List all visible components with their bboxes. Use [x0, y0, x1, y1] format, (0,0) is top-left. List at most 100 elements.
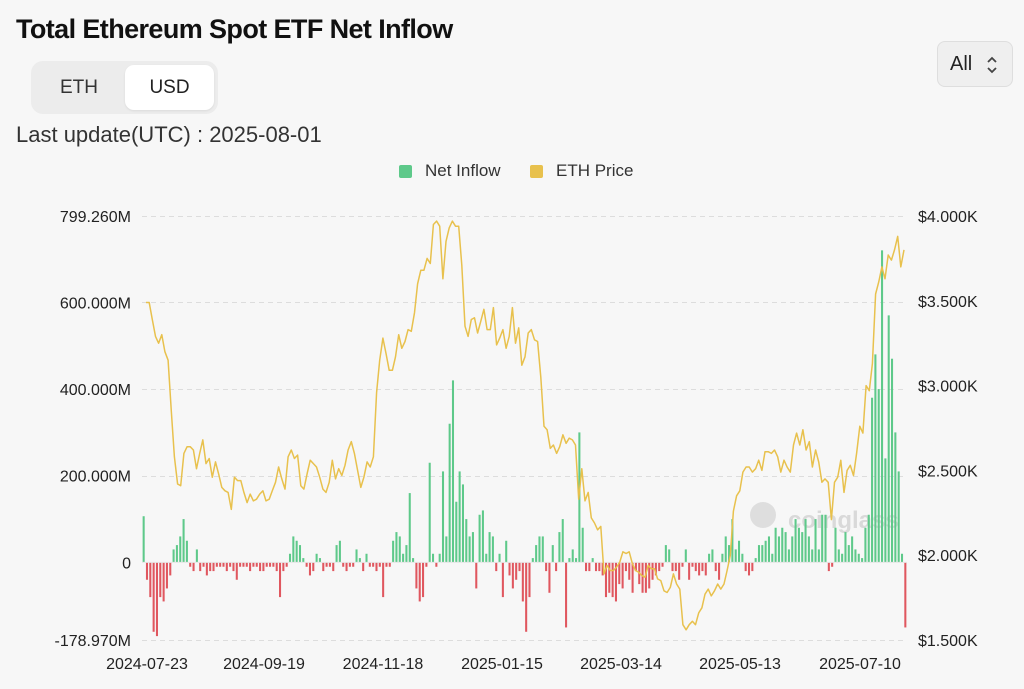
page-title: Total Ethereum Spot ETF Net Inflow	[16, 14, 453, 44]
y-left-tick-label: 0	[122, 555, 131, 572]
net-inflow-bar	[495, 562, 498, 572]
net-inflow-bar	[169, 562, 172, 576]
net-inflow-bar	[571, 549, 574, 563]
net-inflow-bar	[644, 562, 647, 593]
net-inflow-bar	[821, 514, 824, 563]
net-inflow-bar	[704, 562, 707, 576]
net-inflow-bar	[455, 501, 458, 563]
net-inflow-bar	[365, 553, 368, 563]
y-left-tick-label: 200.000M	[60, 469, 131, 486]
net-inflow-bar	[395, 532, 398, 563]
net-inflow-bar	[288, 553, 292, 563]
net-inflow-bar	[402, 553, 405, 563]
net-inflow-bar	[269, 562, 272, 567]
toggle-usd[interactable]: USD	[125, 65, 214, 110]
net-inflow-bar	[448, 423, 451, 563]
net-inflow-bar	[565, 562, 568, 628]
x-tick-label: 2025-01-15	[461, 656, 543, 673]
net-inflow-bar	[854, 549, 857, 563]
net-inflow-bar	[674, 562, 677, 572]
net-inflow-bar	[471, 532, 474, 563]
chevron-up-down-icon	[987, 56, 997, 74]
net-inflow-bar	[508, 562, 511, 576]
legend-label-net-inflow: Net Inflow	[425, 161, 501, 180]
net-inflow-bar	[774, 527, 777, 563]
net-inflow-bar	[461, 484, 464, 563]
net-inflow-bar	[797, 527, 800, 563]
net-inflow-bar	[744, 562, 747, 572]
net-inflow-bar	[754, 558, 757, 563]
net-inflow-bar	[668, 549, 671, 563]
net-inflow-bar	[614, 562, 617, 602]
net-inflow-bar	[688, 562, 691, 580]
net-inflow-bar	[724, 536, 727, 563]
net-inflow-bar	[734, 549, 737, 563]
y-right-tick-label: $4.000K	[918, 209, 978, 226]
net-inflow-bar	[681, 562, 684, 567]
legend-item-eth-price[interactable]: ETH Price	[530, 161, 633, 181]
net-inflow-bar	[468, 536, 471, 563]
net-inflow-bar	[761, 545, 764, 563]
net-inflow-bar	[368, 562, 371, 567]
net-inflow-bar	[837, 549, 840, 563]
net-inflow-bar	[205, 562, 208, 576]
net-inflow-bar	[172, 549, 175, 563]
net-inflow-bar	[528, 562, 531, 598]
net-inflow-bar	[345, 562, 348, 572]
net-inflow-bar	[328, 562, 331, 567]
net-inflow-bar	[631, 562, 634, 593]
net-inflow-bar	[851, 536, 854, 563]
net-inflow-bar	[857, 553, 860, 563]
net-inflow-bar	[355, 549, 358, 563]
net-inflow-bar	[861, 558, 864, 563]
range-select-label: All	[950, 53, 973, 75]
y-right-tick-label: $3.500K	[918, 294, 978, 311]
net-inflow-bar	[242, 562, 245, 567]
net-inflow-bar	[671, 562, 674, 572]
net-inflow-bar	[594, 562, 598, 572]
net-inflow-bar	[202, 562, 205, 567]
net-inflow-bar	[827, 562, 830, 572]
net-inflow-bar	[252, 562, 255, 567]
x-tick-label: 2025-03-14	[580, 656, 662, 673]
net-inflow-bar	[624, 562, 627, 572]
net-inflow-bar	[884, 458, 887, 563]
net-inflow-bar	[538, 536, 541, 563]
net-inflow-bar	[265, 562, 268, 567]
net-inflow-bar	[585, 562, 588, 572]
net-inflow-bar	[608, 562, 611, 593]
net-inflow-bar	[405, 545, 408, 563]
net-inflow-bar	[701, 562, 704, 572]
net-inflow-bar	[811, 549, 814, 563]
net-inflow-bar	[874, 354, 877, 563]
net-inflow-bar	[581, 527, 584, 563]
net-inflow-bar	[275, 562, 278, 572]
net-inflow-bar	[348, 562, 351, 567]
net-inflow-bar	[279, 562, 282, 598]
net-inflow-bar	[372, 562, 375, 567]
legend-item-net-inflow[interactable]: Net Inflow	[399, 161, 501, 181]
net-inflow-bar	[232, 562, 235, 572]
net-inflow-bar	[661, 562, 664, 567]
net-inflow-bar	[255, 562, 258, 567]
watermark-logo-icon	[750, 502, 776, 528]
net-inflow-bar	[239, 562, 242, 567]
net-inflow-bar	[225, 562, 228, 572]
net-inflow-bar	[621, 562, 624, 589]
net-inflow-bar	[867, 514, 870, 563]
net-inflow-bar	[375, 562, 378, 572]
x-tick-label: 2024-11-18	[343, 656, 424, 673]
range-select[interactable]: All	[937, 41, 1013, 87]
net-inflow-bar	[900, 553, 904, 563]
net-inflow-bar	[285, 562, 288, 567]
x-tick-label: 2024-07-23	[106, 656, 188, 673]
net-inflow-bar	[485, 553, 488, 563]
net-inflow-bar	[664, 545, 667, 563]
net-inflow-bar	[428, 462, 431, 563]
net-inflow-bar	[182, 519, 185, 563]
net-inflow-bar	[834, 527, 837, 563]
y-left-tick-label: -178.970M	[55, 633, 132, 650]
toggle-eth[interactable]: ETH	[60, 77, 98, 98]
net-inflow-bar	[249, 562, 252, 572]
net-inflow-bar	[601, 562, 604, 576]
